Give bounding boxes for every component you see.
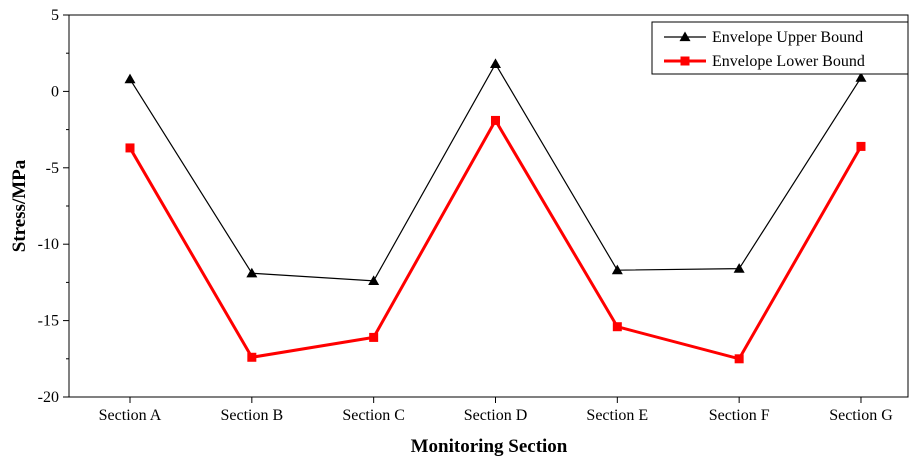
upper-bound-point xyxy=(733,263,745,273)
upper-bound-point xyxy=(489,58,501,69)
upper-bound-line xyxy=(129,62,862,282)
x-tick-label: Section C xyxy=(342,407,405,424)
lower-bound-point xyxy=(247,352,257,362)
x-tick-label: Section E xyxy=(586,407,648,424)
upper-bound-point xyxy=(611,264,623,275)
lower-bound-point xyxy=(734,354,744,364)
upper-bound-point xyxy=(855,72,867,82)
lower-bound-line xyxy=(128,117,863,361)
y-axis: 5 0 -5 -10 -15 -20 xyxy=(38,7,69,406)
y-tick-label: 5 xyxy=(51,7,59,24)
y-axis-title: Stress/MPa xyxy=(9,159,30,252)
lower-bound-point xyxy=(490,115,500,125)
legend-upper-marker xyxy=(679,31,691,42)
x-axis-title: Monitoring Section xyxy=(411,436,568,457)
upper-bound-point xyxy=(124,73,136,84)
y-tick-label: -15 xyxy=(38,313,59,330)
x-tick-label: Section G xyxy=(829,407,893,424)
lower-bound-point xyxy=(856,141,866,151)
lower-bound-point xyxy=(125,143,135,153)
series-upper-bound xyxy=(124,58,867,285)
x-tick-label: Section D xyxy=(464,407,528,424)
x-tick-label: Section F xyxy=(709,407,770,424)
x-tick-label: Section A xyxy=(99,407,162,424)
legend-label-lower: Envelope Lower Bound xyxy=(712,53,865,70)
legend-lower-marker xyxy=(680,56,690,66)
legend-box xyxy=(651,21,909,75)
y-tick-label: -10 xyxy=(38,236,59,253)
y-tick-label: 0 xyxy=(51,83,59,100)
legend: Envelope Upper Bound Envelope Lower Bound xyxy=(651,21,909,75)
lower-bound-point xyxy=(612,322,622,332)
x-tick-label: Section B xyxy=(220,407,283,424)
upper-bound-point xyxy=(368,275,380,285)
y-tick-label: -20 xyxy=(38,389,59,406)
lower-bound-point xyxy=(369,332,379,342)
series-layer xyxy=(124,58,867,364)
upper-bound-point xyxy=(246,267,258,278)
y-tick-label: -5 xyxy=(46,160,59,177)
x-axis: Section A Section B Section C Section D Sect… xyxy=(99,397,893,424)
series-lower-bound xyxy=(125,115,866,364)
legend-label-upper: Envelope Upper Bound xyxy=(712,29,863,46)
